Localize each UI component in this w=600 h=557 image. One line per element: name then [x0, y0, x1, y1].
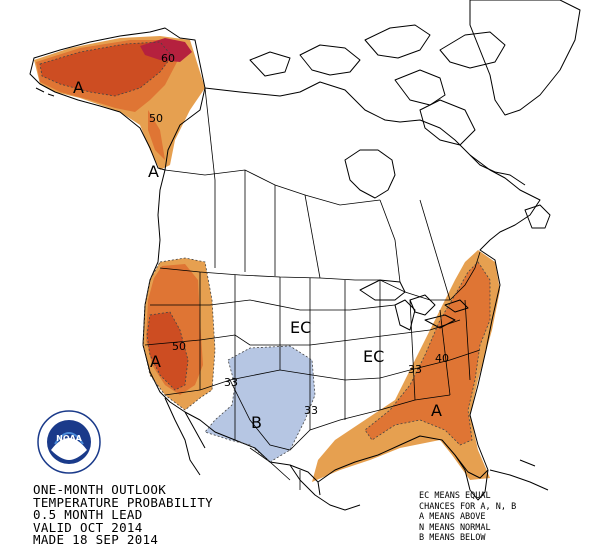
political-borders [144, 87, 481, 490]
west-a-label: A [150, 352, 161, 371]
outlook-title-block: ONE-MONTH OUTLOOK TEMPERATURE PROBABILIT… [33, 482, 283, 547]
noaa-seal-icon: NOAA [37, 410, 101, 474]
east-above-40-region [365, 262, 490, 445]
title-line-4: VALID OCT 2014 [33, 519, 143, 535]
southwest-below-33-region [205, 346, 315, 462]
east-40-label: 40 [435, 352, 449, 365]
coastlines [29, 0, 581, 511]
title-line-1: ONE-MONTH OUTLOOK [33, 482, 167, 497]
southwest-b-label: B [251, 413, 262, 432]
title-line-2: TEMPERATURE PROBABILITY [33, 494, 213, 510]
southwest-33-left-label: 33 [224, 376, 238, 389]
panhandle-a-label: A [148, 162, 159, 181]
title-line-3: 0.5 MONTH LEAD [33, 507, 143, 522]
east-33-label: 33 [408, 363, 422, 376]
noaa-logo-text: NOAA [56, 434, 82, 443]
legend-line-4: N MEANS NORMAL [419, 522, 491, 533]
alaska-above-60-region [140, 38, 192, 62]
east-a-label: A [431, 401, 442, 420]
alaska-60-label: 60 [161, 52, 175, 65]
legend-line-1: EC MEANS EQUAL [419, 491, 491, 501]
legend-line-3: A MEANS ABOVE [419, 512, 486, 522]
legend-line-2: CHANCES FOR A, N, B [419, 501, 517, 512]
alaska-above-50-region [40, 42, 172, 96]
probability-contours [39, 41, 491, 463]
west-50-label: 50 [172, 340, 186, 353]
east-ec-label: EC [363, 347, 384, 366]
southwest-33-right-label: 33 [304, 404, 318, 417]
alaska-a-label: A [73, 78, 84, 97]
legend-block: EC MEANS EQUAL CHANCES FOR A, N, B A MEA… [419, 491, 589, 544]
alaska-50-label: 50 [149, 112, 163, 125]
west-above-50-region [147, 312, 188, 390]
title-line-5: MADE 18 SEP 2014 [33, 532, 159, 547]
legend-line-5: B MEANS BELOW [419, 533, 486, 543]
central-ec-label: EC [290, 318, 311, 337]
